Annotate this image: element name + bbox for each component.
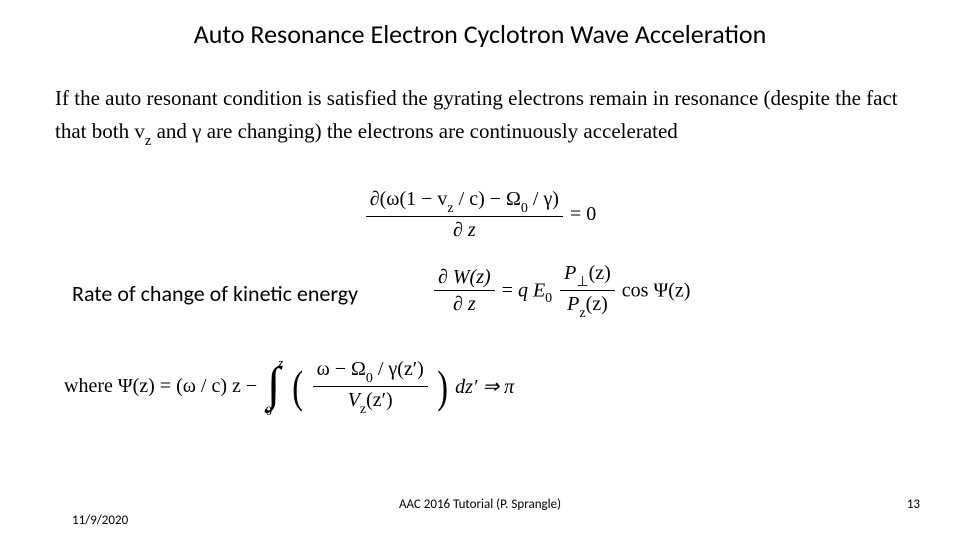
eq3-V-arg: (z′) <box>366 389 393 411</box>
eq2-E: E <box>533 279 545 301</box>
intro-paragraph: If the auto resonant condition is satisf… <box>55 82 905 151</box>
eq2-P-perp: P <box>564 262 576 284</box>
eq2-E-sub: 0 <box>545 291 552 306</box>
eq3-inner-num: ω − Ω0 / γ(z′) <box>313 358 428 387</box>
eq1-numerator: ∂(ω(1 − vz / c) − Ω0 / γ) <box>366 188 563 217</box>
eq1-num-b: / c) − Ω <box>454 188 521 210</box>
eq1-denominator: ∂ z <box>366 217 563 241</box>
eq2-lhs-num: ∂ W(z) <box>438 266 491 288</box>
equation-psi: where Ψ(z) = (ω / c) z − z ∫ 0 ( ω − Ω0 … <box>64 356 514 417</box>
eq2-perp-sub: ⊥ <box>576 275 588 290</box>
footer-date: 11/9/2020 <box>72 513 128 528</box>
integral-symbol-icon: ∫ <box>264 365 283 406</box>
eq3-inner-den: Vz(z′) <box>313 387 428 415</box>
footer-page-number: 13 <box>907 497 920 512</box>
eq2-perp-arg: (z) <box>589 262 611 284</box>
eq1-num-a: ∂(ω(1 − v <box>370 188 448 210</box>
equation-resonance-condition: ∂(ω(1 − vz / c) − Ω0 / γ) ∂ z = 0 <box>0 188 960 241</box>
eq2-q: q <box>518 279 533 301</box>
eq2-cos: cos Ψ(z) <box>617 279 691 301</box>
eq1-fraction: ∂(ω(1 − vz / c) − Ω0 / γ) ∂ z <box>366 188 563 241</box>
intro-sub-z: z <box>145 133 152 149</box>
rate-of-change-label: Rate of change of kinetic energy <box>72 280 358 307</box>
eq3-dz: dz′ ⇒ π <box>455 376 514 398</box>
eq3-num-a: ω − Ω <box>317 358 366 380</box>
slide: Auto Resonance Electron Cyclotron Wave A… <box>0 0 960 540</box>
eq1-den-text: ∂ z <box>453 219 476 241</box>
slide-title: Auto Resonance Electron Cyclotron Wave A… <box>0 18 960 50</box>
eq1-num-sub-0: 0 <box>521 201 528 216</box>
eq2-lhs-frac: ∂ W(z) ∂ z <box>434 266 495 315</box>
integral-icon: z ∫ 0 <box>264 356 283 417</box>
eq3-dz-text: dz′ ⇒ π <box>455 376 514 398</box>
eq2-equals: = <box>497 279 518 301</box>
eq2-z-arg: (z) <box>586 293 608 315</box>
eq2-z-sub: z <box>579 306 585 321</box>
eq1-num-sub-z: z <box>447 201 453 216</box>
eq2-P-z: P <box>567 293 579 315</box>
eq3-inner-frac: ω − Ω0 / γ(z′) Vz(z′) <box>313 358 428 416</box>
equation-kinetic-energy: ∂ W(z) ∂ z = q E0 P⊥(z) Pz(z) cos Ψ(z) <box>432 262 690 320</box>
eq3-V: V <box>348 389 360 411</box>
eq3-where: where Ψ(z) = (ω / c) z − <box>64 375 262 397</box>
eq3-num-sub0: 0 <box>366 371 373 386</box>
left-paren-icon: ( <box>293 366 304 407</box>
eq2-rhs-frac: P⊥(z) Pz(z) <box>560 262 615 320</box>
eq2-rhs-num: P⊥(z) <box>560 262 615 291</box>
eq2-rhs-den: Pz(z) <box>560 291 615 319</box>
eq1-rhs: = 0 <box>565 203 596 225</box>
right-paren-icon: ) <box>437 366 448 407</box>
eq2-lhs-den: ∂ z <box>453 293 476 315</box>
eq3-V-sub: z <box>360 402 366 417</box>
eq1-num-c: / γ) <box>528 188 559 210</box>
intro-text-2: and γ are changing) the electrons are co… <box>151 119 677 143</box>
footer-center: AAC 2016 Tutorial (P. Sprangle) <box>0 497 960 512</box>
eq3-num-b: / γ(z′) <box>373 358 424 380</box>
